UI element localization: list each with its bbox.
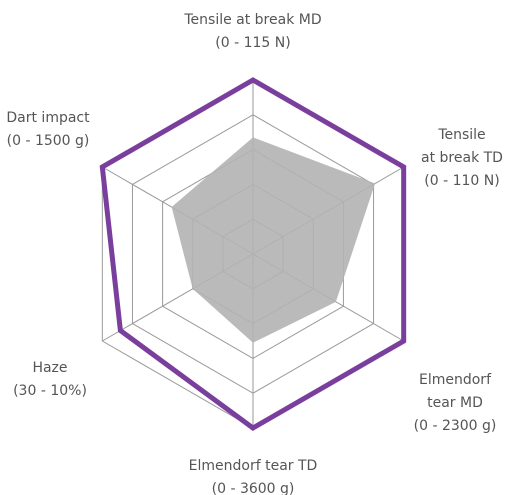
axis-label: Tensile [437,127,485,143]
series-outline [99,77,407,431]
axis-label: (0 - 2300 g) [414,418,497,434]
axis-label: tear MD [427,395,483,411]
axis-label: (0 - 1500 g) [7,133,90,149]
axis-label: Elmendorf [419,372,492,388]
axis-label: (30 - 10%) [13,383,87,399]
axis-label: Elmendorf tear TD [189,458,318,474]
axis-label: (0 - 110 N) [424,173,499,189]
axis-label: Dart impact [6,110,90,126]
axis-label: (0 - 3600 g) [212,481,295,495]
series-area [171,137,376,343]
axis-label: Tensile at break MD [183,12,321,28]
axis-label: at break TD [421,150,503,166]
axis-label: Haze [32,360,67,376]
axis-label: (0 - 115 N) [215,35,290,51]
